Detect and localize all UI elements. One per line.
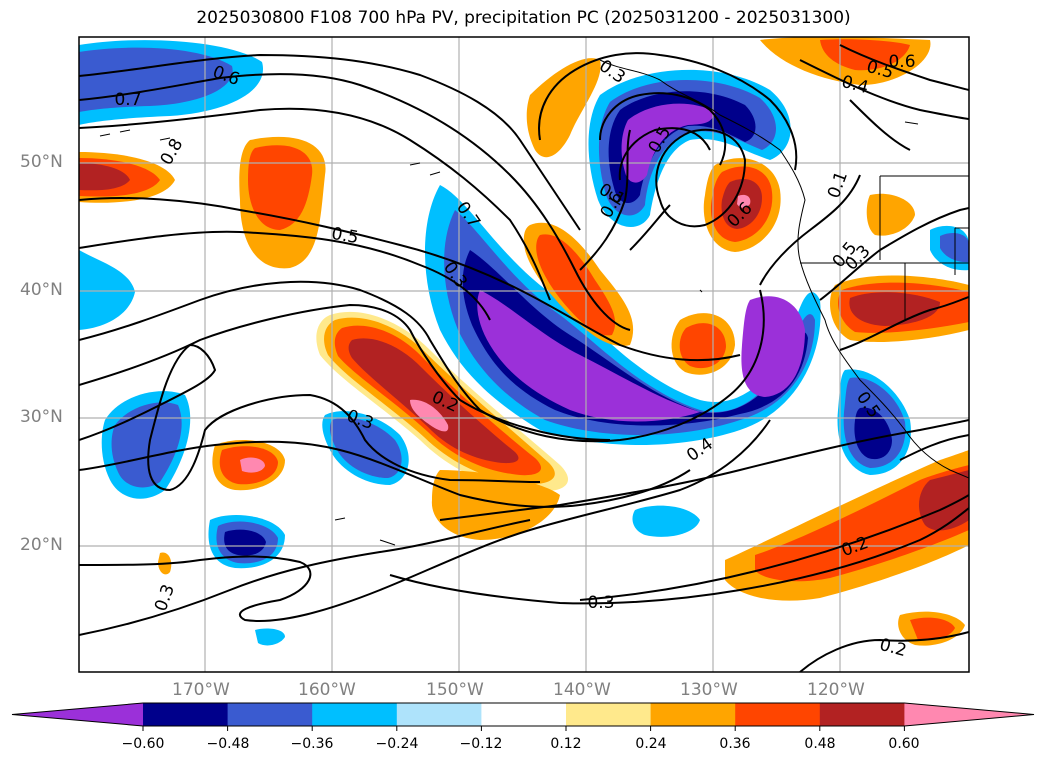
lon-label-130w: 130°W	[680, 680, 738, 700]
colorbar-tick: −0.12	[459, 736, 503, 752]
lon-label-140w: 140°W	[553, 680, 611, 700]
colorbar-swatch	[396, 703, 482, 726]
map-gridlines	[79, 37, 969, 672]
lat-label-20n: 20°N	[20, 535, 63, 555]
colorbar-swatch	[312, 703, 398, 726]
contour-label: 0.6	[888, 52, 915, 72]
lat-label-40n: 40°N	[20, 280, 63, 300]
colorbar-tick: −0.60	[121, 736, 165, 752]
contour-label: 0.3	[587, 593, 614, 613]
colorbar-tick: −0.48	[206, 736, 250, 752]
colorbar-tick: −0.36	[290, 736, 334, 752]
colorbar-swatch	[650, 703, 736, 726]
precip-pc-shading	[79, 37, 969, 646]
colorbar-tick: 0.24	[635, 736, 667, 752]
lon-label-120w: 120°W	[807, 680, 865, 700]
lat-label-30n: 30°N	[20, 407, 63, 427]
contour-label: 0.5	[330, 224, 360, 248]
map-frame	[78, 36, 970, 673]
colorbar-tick: 0.48	[804, 736, 836, 752]
lon-label-150w: 150°W	[426, 680, 484, 700]
colorbar-swatch	[819, 703, 905, 726]
colorbar-swatch	[735, 703, 821, 726]
colorbar-swatch	[481, 703, 567, 726]
contour-label: 0.7	[114, 90, 141, 110]
colorbar-tick: 0.36	[719, 736, 751, 752]
colorbar-tick: 0.60	[888, 736, 920, 752]
lon-label-160w: 160°W	[298, 680, 356, 700]
map-title: 2025030800 F108 700 hPa PV, precipitatio…	[196, 8, 851, 28]
lat-label-50n: 50°N	[20, 152, 63, 172]
pv-contours	[79, 44, 969, 672]
colorbar-tick: 0.12	[550, 736, 582, 752]
colorbar	[11, 702, 1035, 731]
colorbar-swatch	[566, 703, 652, 726]
lon-label-170w: 170°W	[172, 680, 230, 700]
colorbar-tick: −0.24	[375, 736, 419, 752]
colorbar-extend-high	[904, 703, 1034, 726]
coastlines	[99, 59, 969, 546]
colorbar-swatch	[227, 703, 313, 726]
colorbar-extend-low	[12, 703, 143, 726]
colorbar-swatch	[143, 703, 229, 726]
